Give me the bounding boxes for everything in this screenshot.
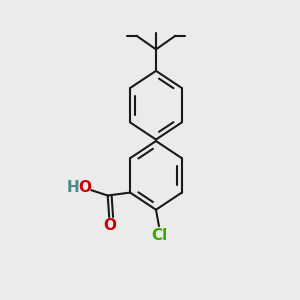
Text: O: O [103, 218, 117, 233]
Text: H: H [67, 180, 80, 195]
Text: Cl: Cl [151, 228, 167, 243]
Text: O: O [78, 180, 91, 195]
